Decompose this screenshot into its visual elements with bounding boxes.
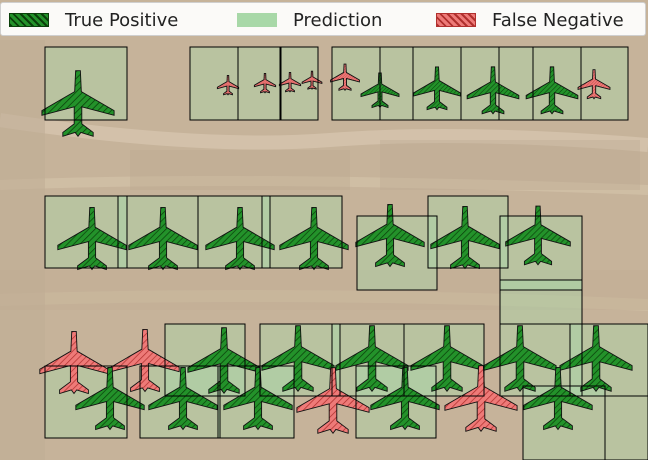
true-positive-swatch xyxy=(9,13,49,27)
prediction-box-outline xyxy=(356,215,438,291)
prediction-box-outline xyxy=(44,365,128,439)
prediction-box-outline xyxy=(499,215,583,291)
false-negative-swatch xyxy=(436,13,476,27)
bounding-box-outlines xyxy=(44,46,648,460)
prediction-box-outline xyxy=(427,195,509,269)
prediction-box-outline xyxy=(259,323,341,397)
prediction-swatch xyxy=(237,13,277,27)
prediction-box-outline xyxy=(580,46,629,121)
prediction-box xyxy=(380,47,413,120)
legend-entry-prediction: Prediction xyxy=(237,3,382,37)
prediction-box-outline xyxy=(279,46,319,121)
prediction-box xyxy=(500,280,582,324)
prediction-box xyxy=(499,47,533,120)
prediction-box xyxy=(605,396,648,460)
prediction-box-outline xyxy=(237,46,282,121)
legend-label-false-negative: False Negative xyxy=(492,9,624,31)
prediction-box-outline xyxy=(217,365,295,439)
prediction-box-outline xyxy=(604,395,648,460)
legend-entry-true-positive: True Positive xyxy=(9,3,178,37)
legend-label-true-positive: True Positive xyxy=(65,9,179,31)
prediction-box-outline xyxy=(44,195,128,269)
prediction-box-outline xyxy=(355,365,437,439)
prediction-box-outline xyxy=(499,323,583,397)
prediction-box-outline xyxy=(139,365,221,439)
legend-label-prediction: Prediction xyxy=(293,9,383,31)
prediction-box-outline xyxy=(197,195,271,269)
prediction-box xyxy=(332,47,380,120)
legend: True Positive Prediction False Negative xyxy=(0,2,646,36)
legend-entry-false-negative: False Negative xyxy=(436,3,624,37)
prediction-box-outline xyxy=(164,323,246,397)
prediction-box-outline xyxy=(403,323,485,397)
prediction-box-outline xyxy=(44,46,128,121)
prediction-box-outline xyxy=(261,195,343,269)
